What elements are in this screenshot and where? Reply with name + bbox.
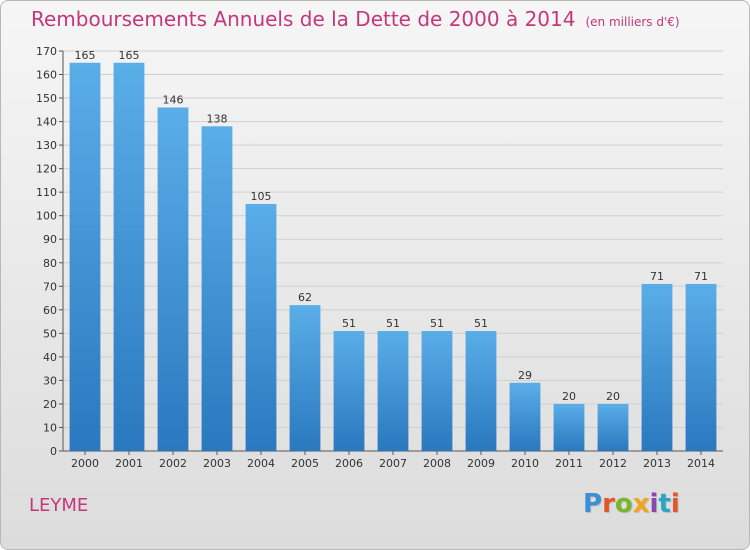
- bar: [685, 283, 717, 451]
- data-label: 51: [430, 317, 444, 330]
- logo-letter: t: [658, 489, 671, 519]
- bar: [509, 382, 541, 451]
- data-label: 138: [207, 112, 228, 125]
- logo-letter: r: [602, 489, 615, 519]
- logo-letter: P: [583, 489, 603, 519]
- y-tick-label: 130: [36, 139, 57, 152]
- y-tick-label: 40: [43, 351, 57, 364]
- bar: [113, 62, 145, 451]
- bar: [421, 331, 453, 451]
- x-tick-label: 2005: [291, 457, 319, 470]
- data-label: 20: [606, 390, 620, 403]
- x-tick-label: 2006: [335, 457, 363, 470]
- data-label: 62: [298, 291, 312, 304]
- y-tick-label: 10: [43, 421, 57, 434]
- bar: [377, 331, 409, 451]
- bar: [597, 403, 629, 451]
- bar: [289, 305, 321, 451]
- y-tick-label: 100: [36, 210, 57, 223]
- y-tick-label: 170: [36, 45, 57, 58]
- bar: [245, 203, 277, 451]
- data-label: 20: [562, 390, 576, 403]
- place-name: LEYME: [29, 495, 89, 516]
- logo-letter: i: [670, 489, 680, 519]
- data-label: 165: [119, 49, 140, 62]
- data-label: 71: [694, 270, 708, 283]
- chart-title: Remboursements Annuels de la Dette de 20…: [31, 7, 680, 31]
- bar: [69, 62, 101, 451]
- data-label: 51: [474, 317, 488, 330]
- x-tick-label: 2011: [555, 457, 583, 470]
- y-tick-label: 60: [43, 304, 57, 317]
- y-tick-label: 140: [36, 116, 57, 129]
- bar: [641, 283, 673, 451]
- bar: [465, 331, 497, 451]
- data-label: 51: [386, 317, 400, 330]
- x-tick-label: 2001: [115, 457, 143, 470]
- y-tick-label: 0: [50, 445, 57, 458]
- bar: [157, 107, 189, 452]
- bar: [201, 126, 233, 451]
- data-label: 146: [163, 93, 184, 106]
- data-label: 165: [75, 49, 96, 62]
- x-tick-label: 2012: [599, 457, 627, 470]
- y-tick-label: 70: [43, 280, 57, 293]
- y-tick-label: 150: [36, 92, 57, 105]
- proxiti-logo: Proxiti: [583, 489, 680, 519]
- y-tick-label: 160: [36, 69, 57, 82]
- bar: [333, 331, 365, 451]
- y-tick-label: 80: [43, 257, 57, 270]
- bars: [69, 62, 717, 452]
- y-tick-label: 50: [43, 327, 57, 340]
- x-tick-label: 2013: [643, 457, 671, 470]
- bar: [553, 403, 585, 451]
- chart-subtitle: (en milliers d'€): [585, 15, 680, 29]
- data-label: 71: [650, 270, 664, 283]
- chart-title-text: Remboursements Annuels de la Dette de 20…: [31, 7, 576, 31]
- y-tick-label: 110: [36, 186, 57, 199]
- x-tick-label: 2002: [159, 457, 187, 470]
- logo-letter: x: [632, 489, 650, 519]
- data-label: 29: [518, 369, 532, 382]
- x-tick-label: 2009: [467, 457, 495, 470]
- logo-letter: i: [649, 489, 659, 519]
- y-tick-label: 90: [43, 233, 57, 246]
- y-tick-label: 30: [43, 374, 57, 387]
- y-tick-label: 120: [36, 163, 57, 176]
- data-label: 51: [342, 317, 356, 330]
- x-tick-label: 2007: [379, 457, 407, 470]
- x-tick-label: 2010: [511, 457, 539, 470]
- x-tick-label: 2004: [247, 457, 275, 470]
- data-labels: 165 165 146 138 105 62 51 51 51 51 29 20 20 71 71: [75, 49, 709, 403]
- x-tick-label: 2014: [687, 457, 715, 470]
- y-tick-label: 20: [43, 398, 57, 411]
- logo-letter: o: [614, 489, 633, 519]
- x-tick-label: 2003: [203, 457, 231, 470]
- x-tick-label: 2008: [423, 457, 451, 470]
- x-tick-label: 2000: [71, 457, 99, 470]
- data-label: 105: [251, 190, 272, 203]
